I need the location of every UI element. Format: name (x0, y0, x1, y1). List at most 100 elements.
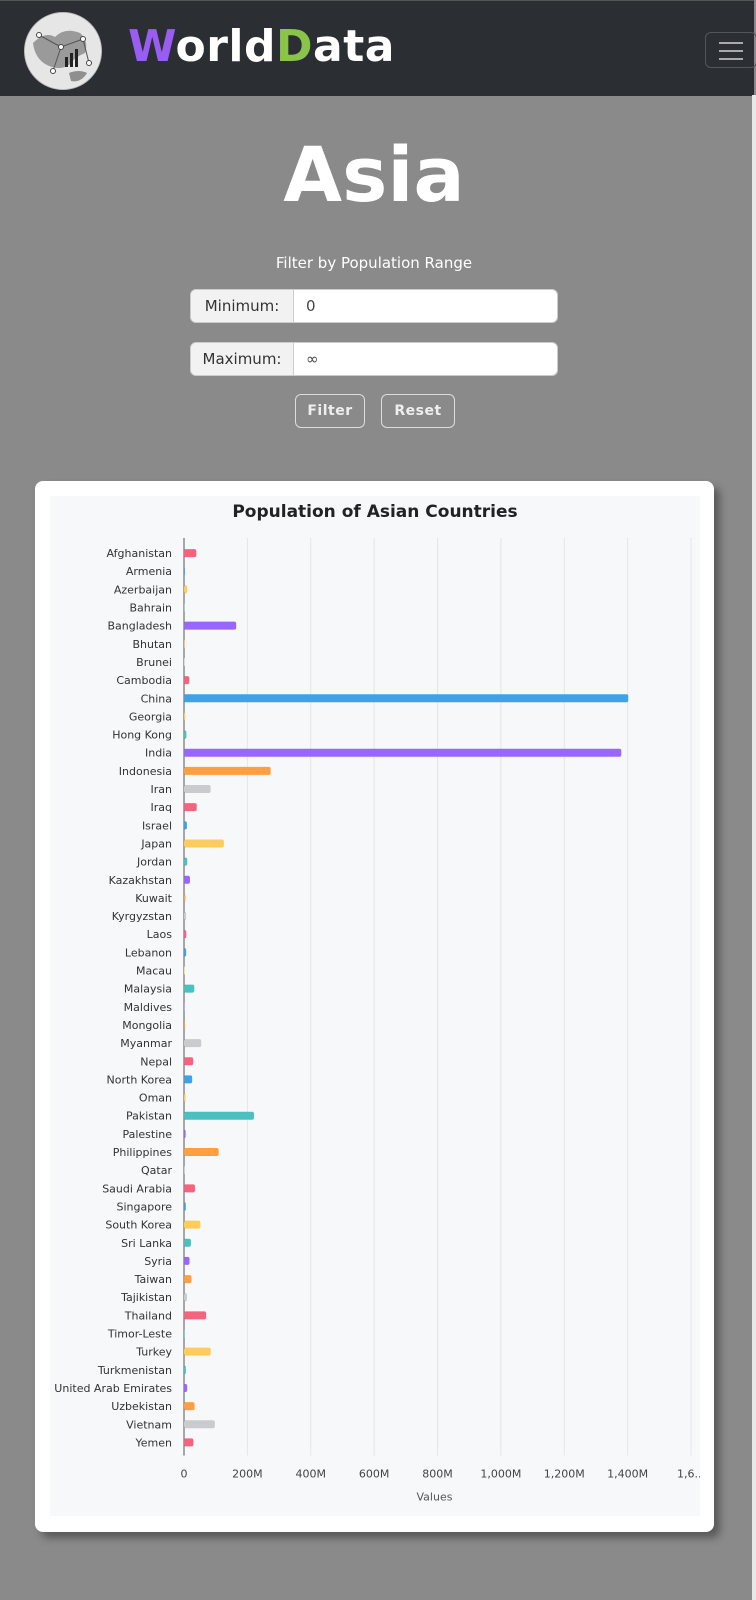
minimum-input-group: Minimum: 0 (190, 289, 558, 323)
y-tick-label: Syria (144, 1255, 172, 1268)
y-tick-label: Georgia (129, 710, 172, 723)
brand-text-orld: orld (175, 21, 276, 72)
bar-north-korea (184, 1075, 193, 1084)
y-tick-label: Uzbekistan (111, 1400, 172, 1413)
y-tick-label: Laos (147, 928, 173, 941)
y-tick-label: Qatar (141, 1164, 172, 1177)
bar-united-arab-emirates (184, 1383, 188, 1392)
bar-saudi-arabia (184, 1184, 196, 1193)
y-tick-label: Bahrain (129, 602, 172, 615)
y-tick-label: Kuwait (135, 892, 172, 905)
bar-singapore (184, 1202, 186, 1211)
brand-text-ata: ata (313, 21, 395, 72)
bar-kuwait (184, 893, 186, 902)
bar-palestine (184, 1129, 186, 1138)
bar-uzbekistan (184, 1402, 195, 1411)
y-tick-label: Jordan (136, 856, 172, 869)
bar-kyrgyzstan (184, 912, 187, 921)
bar-nepal (184, 1057, 194, 1066)
y-tick-label: Bangladesh (108, 620, 173, 633)
bar-iran (184, 785, 211, 794)
y-tick-label: United Arab Emirates (54, 1382, 172, 1395)
y-tick-label: Maldives (124, 1001, 173, 1014)
bar-jordan (184, 857, 188, 866)
bar-israel (184, 821, 187, 830)
y-tick-label: Japan (140, 837, 172, 850)
y-tick-label: Vietnam (126, 1418, 172, 1431)
y-tick-label: Iraq (151, 801, 173, 814)
bar-yemen (184, 1438, 194, 1447)
bar-kazakhstan (184, 875, 190, 884)
navbar: WorldData (0, 0, 756, 96)
x-tick-label: 800M (422, 1468, 453, 1481)
bar-hong-kong (184, 730, 187, 739)
x-tick-label: 400M (296, 1468, 327, 1481)
maximum-input[interactable]: ∞ (306, 350, 319, 368)
logo-graphic (26, 14, 100, 88)
y-tick-label: Timor-Leste (107, 1328, 172, 1341)
y-tick-label: Thailand (124, 1309, 172, 1322)
bar-myanmar (184, 1039, 202, 1048)
reset-button[interactable]: Reset (381, 394, 455, 428)
y-tick-label: Saudi Arabia (102, 1182, 172, 1195)
y-tick-label: Turkmenistan (97, 1364, 172, 1377)
bar-south-korea (184, 1220, 201, 1229)
y-tick-label: Oman (139, 1092, 172, 1105)
y-tick-label: Pakistan (126, 1110, 172, 1123)
bar-cambodia (184, 676, 190, 685)
y-tick-label: Mongolia (122, 1019, 172, 1032)
brand-wordmark[interactable]: WorldData (128, 21, 395, 72)
globe-data-logo[interactable] (24, 12, 102, 90)
x-tick-label: 1,400M (607, 1468, 648, 1481)
bar-turkey (184, 1347, 211, 1356)
minimum-label: Minimum: (191, 290, 294, 322)
bar-bhutan (184, 639, 185, 648)
bar-afghanistan (184, 549, 197, 558)
bar-sri-lanka (184, 1238, 191, 1247)
y-tick-label: Kyrgyzstan (112, 910, 172, 923)
brand-letter-w: W (128, 21, 176, 72)
x-axis-label: Values (417, 1491, 453, 1504)
minimum-input[interactable]: 0 (306, 297, 316, 315)
bar-japan (184, 839, 224, 848)
y-tick-label: Yemen (135, 1436, 173, 1449)
y-tick-label: Armenia (126, 565, 172, 578)
y-tick-label: Iran (151, 783, 173, 796)
bar-thailand (184, 1311, 207, 1320)
y-tick-label: Afghanistan (107, 547, 173, 560)
x-tick-label: 0 (181, 1468, 188, 1481)
x-tick-label: 1,6... (677, 1468, 700, 1481)
y-tick-label: Singapore (117, 1200, 173, 1213)
bar-azerbaijan (184, 585, 188, 594)
maximum-label: Maximum: (191, 343, 294, 375)
bar-india (184, 748, 622, 757)
filter-button[interactable]: Filter (295, 394, 365, 428)
y-tick-label: Indonesia (119, 765, 172, 778)
y-tick-label: Hong Kong (112, 729, 172, 742)
chart-area: Population of Asian Countries 0 200M 400M 60… (50, 496, 705, 1516)
y-tick-label: China (141, 692, 172, 705)
bar-timor-leste (184, 1329, 185, 1338)
bar-syria (184, 1256, 190, 1265)
bar-pakistan (184, 1111, 254, 1120)
y-tick-label: Taiwan (134, 1273, 172, 1286)
hamburger-icon (719, 42, 743, 44)
y-tick-label: Philippines (113, 1146, 173, 1159)
bar-indonesia (184, 766, 271, 775)
bar-lebanon (184, 948, 187, 957)
y-tick-label: Azerbaijan (114, 583, 172, 596)
chart-title: Population of Asian Countries (232, 502, 517, 522)
y-tick-label: Cambodia (116, 674, 172, 687)
scrollbar[interactable] (752, 95, 756, 1600)
hamburger-icon-line (719, 50, 743, 52)
bar-mongolia (184, 1020, 186, 1029)
bar-taiwan (184, 1275, 192, 1284)
bar-china (184, 694, 629, 703)
x-tick-label: 1,200M (544, 1468, 585, 1481)
bar-brunei (184, 657, 185, 666)
y-tick-label: Malaysia (124, 983, 172, 996)
y-tick-label: Macau (136, 965, 172, 978)
hamburger-menu-button[interactable] (705, 32, 756, 68)
bar-bangladesh (184, 621, 237, 630)
bar-georgia (184, 712, 186, 721)
